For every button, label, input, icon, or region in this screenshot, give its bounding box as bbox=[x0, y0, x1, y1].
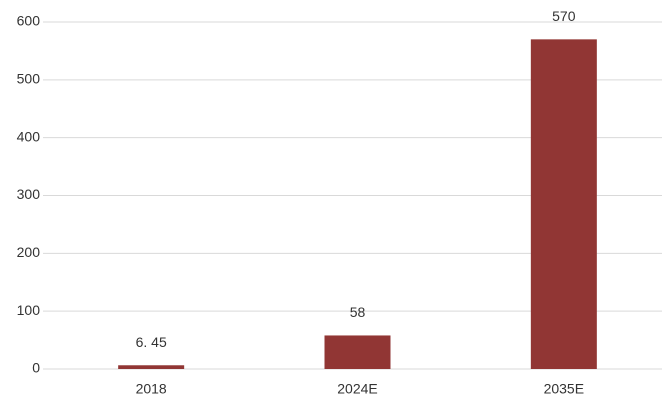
bar bbox=[118, 365, 185, 369]
y-tick-label: 400 bbox=[17, 128, 41, 144]
y-tick-label: 0 bbox=[32, 360, 40, 376]
y-tick-label: 200 bbox=[17, 244, 41, 260]
bar bbox=[324, 335, 391, 369]
y-tick-label: 100 bbox=[17, 302, 41, 318]
value-label: 6. 45 bbox=[136, 334, 167, 350]
y-tick-label: 600 bbox=[17, 13, 41, 29]
value-label: 570 bbox=[552, 8, 576, 24]
x-tick-label: 2035E bbox=[544, 381, 584, 397]
x-tick-label: 2018 bbox=[136, 381, 167, 397]
bar bbox=[530, 39, 597, 369]
y-tick-label: 500 bbox=[17, 71, 41, 87]
value-label: 58 bbox=[350, 304, 366, 320]
x-tick-label: 2024E bbox=[337, 381, 377, 397]
y-tick-label: 300 bbox=[17, 186, 41, 202]
